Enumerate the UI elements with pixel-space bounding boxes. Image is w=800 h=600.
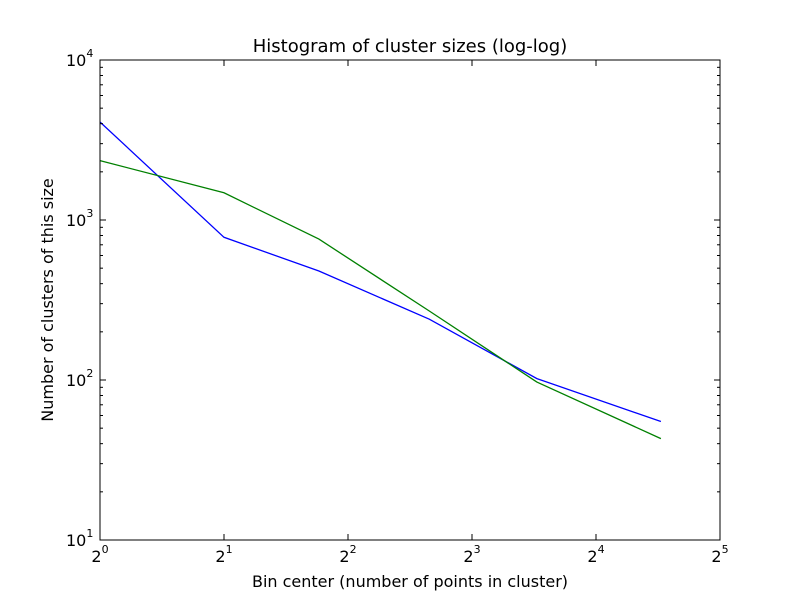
y-tick-base: 10 bbox=[66, 531, 86, 550]
series-line-1 bbox=[99, 121, 662, 423]
x-tick-exponent: 4 bbox=[598, 543, 605, 556]
x-tick-exponent: 1 bbox=[226, 543, 233, 556]
y-tick-label: 104 bbox=[66, 47, 93, 70]
x-tick-base: 2 bbox=[215, 547, 225, 566]
y-tick-label: 102 bbox=[66, 367, 93, 390]
x-tick-base: 2 bbox=[587, 547, 597, 566]
y-tick-exponent: 3 bbox=[86, 207, 93, 220]
y-tick-exponent: 4 bbox=[86, 47, 93, 60]
y-tick-base: 10 bbox=[66, 51, 86, 70]
y-axis-label: Number of clusters of this size bbox=[38, 178, 57, 422]
x-tick-exponent: 0 bbox=[102, 543, 109, 556]
x-tick-exponent: 2 bbox=[350, 543, 357, 556]
chart-title: Histogram of cluster sizes (log-log) bbox=[253, 36, 568, 57]
x-tick-label: 25 bbox=[711, 543, 728, 566]
x-tick-base: 2 bbox=[463, 547, 473, 566]
x-tick-label: 21 bbox=[215, 543, 232, 566]
y-tick-base: 10 bbox=[66, 211, 86, 230]
x-tick-exponent: 5 bbox=[722, 543, 729, 556]
x-tick-label: 22 bbox=[339, 543, 356, 566]
y-tick-exponent: 1 bbox=[86, 527, 93, 540]
x-tick-label: 23 bbox=[463, 543, 480, 566]
x-tick-base: 2 bbox=[91, 547, 101, 566]
series-line-2 bbox=[99, 159, 662, 440]
y-tick-exponent: 2 bbox=[86, 367, 93, 380]
y-tick-label: 101 bbox=[66, 527, 93, 550]
x-tick-base: 2 bbox=[339, 547, 349, 566]
x-tick-exponent: 3 bbox=[474, 543, 481, 556]
y-tick-label: 103 bbox=[66, 207, 93, 230]
series-layer bbox=[99, 121, 662, 440]
x-tick-label: 24 bbox=[587, 543, 604, 566]
y-tick-base: 10 bbox=[66, 371, 86, 390]
x-axis-label: Bin center (number of points in cluster) bbox=[252, 572, 568, 591]
x-tick-base: 2 bbox=[711, 547, 721, 566]
x-tick-label: 20 bbox=[91, 543, 108, 566]
plot-frame bbox=[99, 59, 721, 541]
